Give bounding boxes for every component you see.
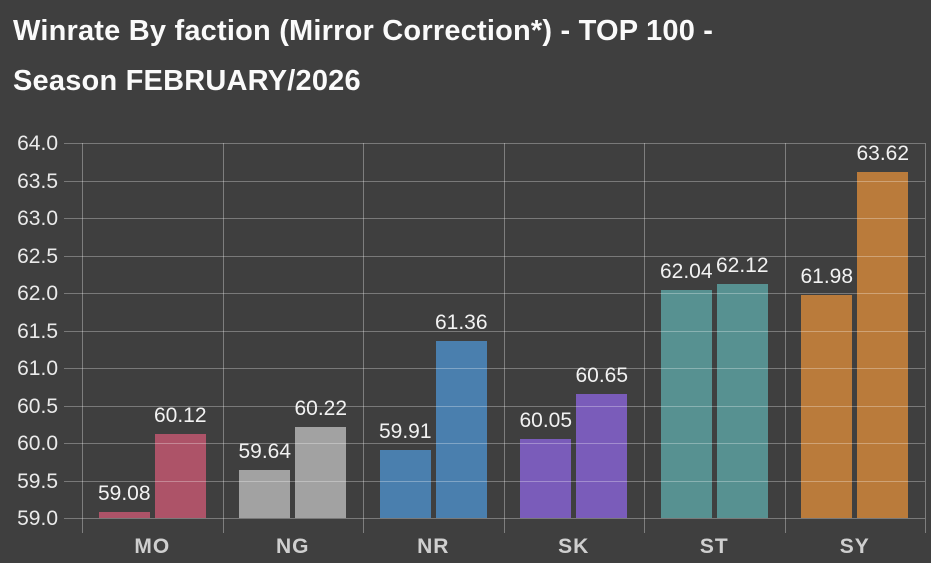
bar-value-label: 61.98 — [800, 264, 854, 288]
category-boundary-line — [222, 143, 224, 533]
bar-SK-1 — [520, 439, 572, 518]
y-tick-mark — [64, 143, 82, 144]
bar-ST-1 — [660, 290, 712, 518]
y-tick-mark — [64, 180, 82, 182]
bar-SY-1 — [801, 294, 853, 518]
bar-MO-2 — [154, 434, 206, 518]
bar-NG-2 — [295, 426, 347, 518]
bar-ST-2 — [716, 284, 768, 518]
y-gridline — [82, 255, 925, 257]
y-tick-mark — [64, 480, 82, 482]
x-axis-category-label: ST — [699, 535, 729, 558]
y-tick-mark — [64, 368, 82, 369]
bar-value-label: 60.22 — [294, 396, 348, 420]
bar-SK-2 — [576, 394, 628, 518]
y-gridline — [82, 330, 925, 332]
chart-title: Winrate By faction (Mirror Correction*) … — [13, 6, 713, 106]
y-tick-mark — [64, 443, 82, 444]
y-axis-line — [82, 143, 83, 533]
bar-value-label: 59.64 — [238, 440, 292, 463]
y-tick-label: 63.5 — [17, 169, 58, 193]
x-axis-category-label: SK — [558, 535, 590, 558]
y-tick-label: 60.5 — [17, 394, 58, 418]
y-tick-label: 61.5 — [17, 319, 58, 343]
bar-SY-2 — [857, 171, 909, 518]
bar-NR-1 — [379, 449, 431, 518]
category-boundary-line — [925, 143, 926, 533]
y-tick-label: 59.5 — [17, 469, 58, 493]
y-tick-label: 59.0 — [17, 507, 58, 530]
y-gridline — [82, 180, 925, 182]
y-tick-label: 63.0 — [17, 207, 58, 230]
y-tick-mark — [64, 405, 82, 407]
bar-value-label: 59.08 — [97, 482, 151, 505]
y-gridline — [82, 293, 925, 294]
chart-title-line-2: Season FEBRUARY/2026 — [13, 65, 361, 97]
y-gridline — [82, 405, 925, 407]
category-boundary-line — [784, 143, 786, 533]
y-tick-label: 62.0 — [17, 282, 58, 305]
bar-value-label: 60.12 — [153, 404, 207, 427]
y-tick-label: 62.5 — [17, 244, 58, 268]
bar-MO-1 — [98, 512, 150, 518]
x-axis-category-label: SY — [839, 535, 870, 558]
y-gridline — [82, 218, 925, 219]
y-gridline — [82, 480, 925, 482]
y-gridline — [82, 143, 925, 144]
bar-value-label: 61.36 — [434, 311, 488, 334]
bar-value-label: 60.65 — [575, 364, 629, 388]
plot-area: 59.08 60.12 MO 59.64 60.22 NG 59.91 61.36 NR 60.0… — [17, 133, 926, 558]
y-tick-mark — [64, 255, 82, 257]
y-tick-label: 64.0 — [17, 132, 58, 155]
x-axis-category-label: NG — [276, 535, 310, 558]
y-tick-mark — [64, 518, 82, 519]
y-gridline — [82, 443, 925, 444]
x-axis-category-label: NR — [417, 535, 450, 558]
y-tick-mark — [64, 218, 82, 219]
bar-NG-1 — [239, 470, 291, 518]
y-tick-label: 61.0 — [17, 357, 58, 380]
bar-value-label: 62.04 — [659, 260, 713, 283]
x-axis-category-label: MO — [134, 535, 171, 558]
y-tick-mark — [64, 293, 82, 294]
bar-value-label: 59.91 — [378, 419, 432, 443]
y-tick-mark — [64, 330, 82, 332]
y-gridline — [82, 518, 925, 519]
category-boundary-line — [644, 143, 645, 533]
category-boundary-line — [503, 143, 505, 533]
bar-value-label: 60.05 — [519, 409, 573, 433]
chart-title-line-1: Winrate By faction (Mirror Correction*) … — [13, 15, 714, 47]
bar-value-label: 63.62 — [856, 141, 910, 165]
bar-NR-2 — [435, 341, 487, 518]
bar-value-label: 62.12 — [715, 254, 769, 277]
category-boundary-line — [363, 143, 364, 533]
y-gridline — [82, 368, 925, 369]
y-tick-label: 60.0 — [17, 432, 58, 455]
